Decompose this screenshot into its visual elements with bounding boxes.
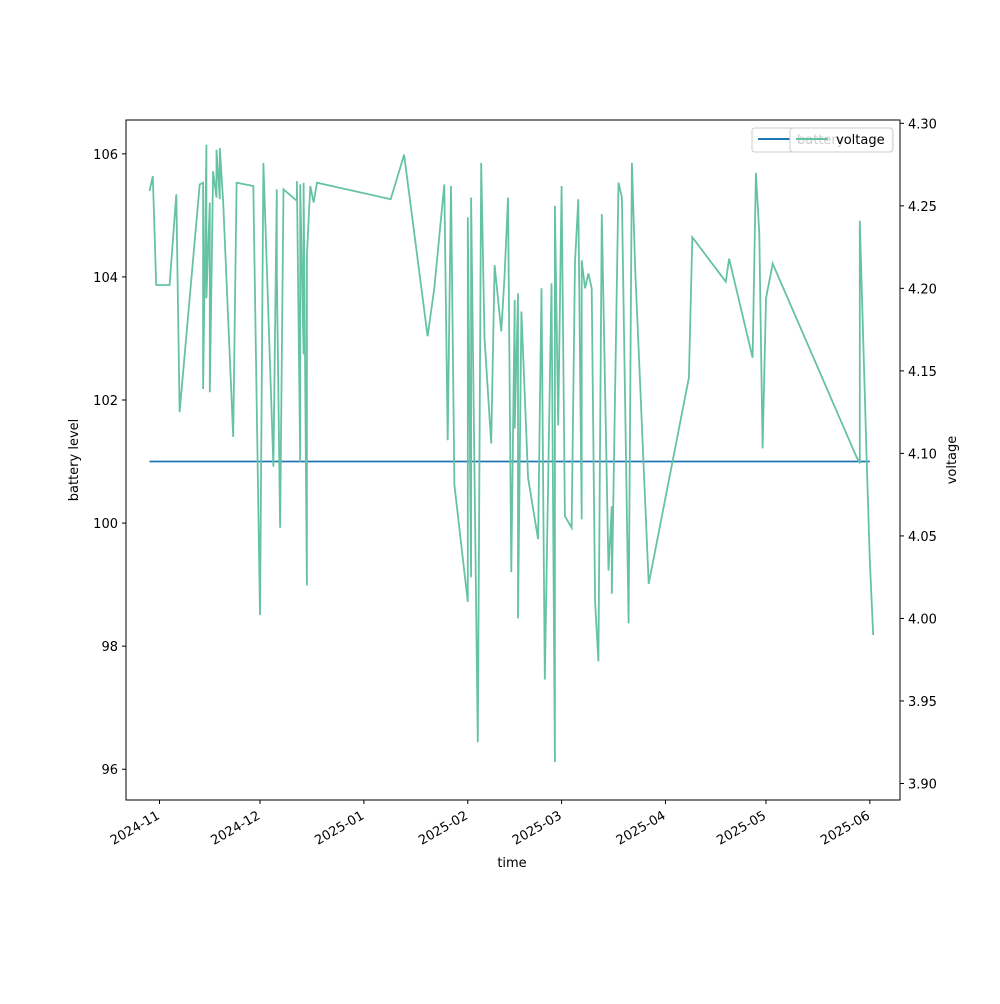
y2-axis-label: voltage: [945, 436, 960, 485]
series-layer: [148, 144, 875, 763]
y2-tick-label: 4.20: [908, 282, 937, 297]
y2-tick-label: 4.00: [908, 612, 937, 627]
x-tick-label: 2025-03: [510, 808, 565, 848]
series-line-voltage: [148, 144, 875, 763]
y-axis-label: battery level: [67, 419, 82, 502]
x-tick-label: 2024-12: [208, 808, 263, 848]
y-tick-label: 104: [93, 271, 118, 286]
x-tick-label: 2025-04: [614, 808, 669, 848]
y2-tick-label: 3.95: [908, 695, 937, 710]
legend-label-voltage: voltage: [836, 133, 885, 148]
y-tick-label: 98: [101, 640, 118, 655]
x-axis-label: time: [497, 856, 526, 871]
y-tick-label: 106: [93, 148, 118, 163]
y-tick-label: 102: [93, 394, 118, 409]
x-tick-label: 2025-05: [714, 808, 769, 848]
plot-frame: [125, 119, 901, 801]
y-tick-label: 100: [93, 517, 118, 532]
y2-tick-label: 4.05: [908, 530, 937, 545]
y2-tick-label: 4.30: [908, 117, 937, 132]
y2-tick-label: 4.10: [908, 447, 937, 462]
x-tick-label: 2025-06: [818, 808, 873, 848]
axes-layer: [125, 119, 901, 801]
legend: battery voltage: [751, 127, 894, 153]
x-tick-label: 2025-01: [312, 808, 367, 848]
y2-tick-label: 4.15: [908, 365, 937, 380]
x-tick-label: 2025-02: [416, 808, 471, 848]
x-tick-label: 2024-11: [108, 808, 163, 848]
legend-box-voltage: [789, 127, 894, 153]
ticks-layer: 2024-11 2024-12 2025-01 2025-02 2025-03 2025-…: [93, 117, 937, 848]
y2-tick-label: 3.90: [908, 777, 937, 792]
y2-tick-label: 4.25: [908, 200, 937, 215]
y-tick-label: 96: [101, 763, 118, 778]
